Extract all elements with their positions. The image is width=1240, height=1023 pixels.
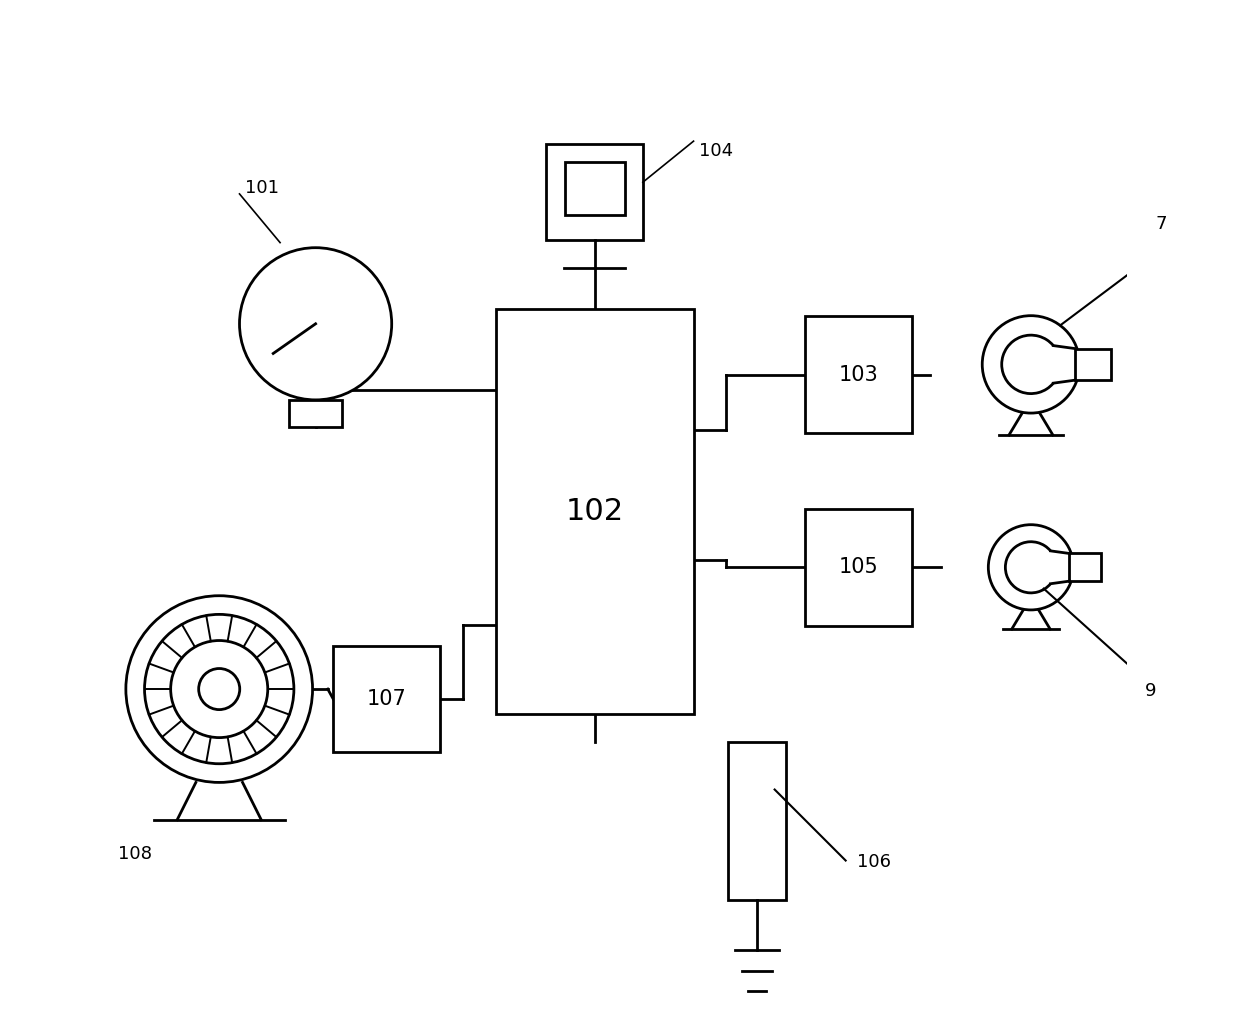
Circle shape xyxy=(988,525,1074,610)
Bar xyxy=(1075,349,1111,381)
Bar xyxy=(805,509,911,626)
Circle shape xyxy=(198,668,239,710)
Text: 102: 102 xyxy=(565,497,624,526)
Bar xyxy=(547,143,642,240)
Text: 104: 104 xyxy=(698,142,733,161)
Text: 106: 106 xyxy=(857,852,892,871)
Text: 103: 103 xyxy=(838,364,878,385)
Bar xyxy=(496,309,693,714)
Bar xyxy=(289,400,342,427)
Bar xyxy=(1069,553,1101,581)
Text: 108: 108 xyxy=(118,845,151,863)
Text: 7: 7 xyxy=(1156,216,1167,233)
Circle shape xyxy=(76,677,100,701)
Bar xyxy=(728,743,786,899)
Text: 101: 101 xyxy=(244,179,279,197)
Circle shape xyxy=(982,316,1080,413)
Bar xyxy=(805,316,911,433)
Bar xyxy=(334,646,440,753)
Circle shape xyxy=(239,248,392,400)
Circle shape xyxy=(53,677,77,701)
Bar xyxy=(564,162,625,215)
Text: 107: 107 xyxy=(367,690,407,709)
Circle shape xyxy=(125,595,312,783)
Text: 105: 105 xyxy=(838,558,878,577)
Text: 9: 9 xyxy=(1145,682,1156,700)
